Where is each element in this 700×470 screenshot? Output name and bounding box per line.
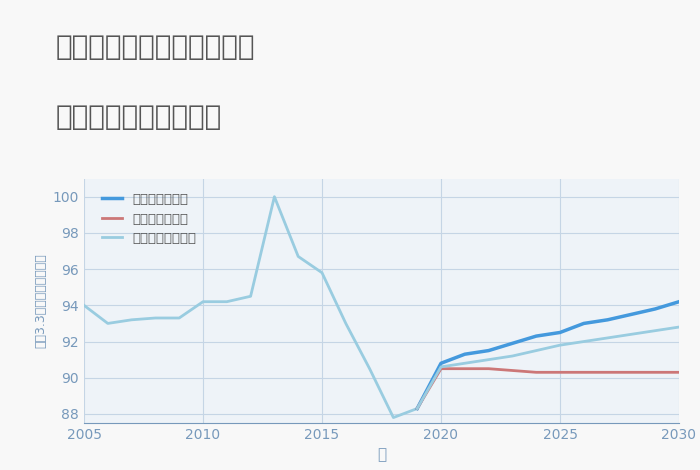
ノーマルシナリオ [532, 348, 540, 353]
バッドシナリオ [627, 369, 636, 375]
Legend: グッドシナリオ, バッドシナリオ, ノーマルシナリオ: グッドシナリオ, バッドシナリオ, ノーマルシナリオ [97, 188, 202, 251]
ノーマルシナリオ [437, 364, 445, 370]
ノーマルシナリオ [413, 406, 421, 411]
Line: バッドシナリオ: バッドシナリオ [417, 368, 679, 408]
バッドシナリオ [556, 369, 564, 375]
ノーマルシナリオ [651, 328, 659, 334]
ノーマルシナリオ [580, 339, 588, 345]
バッドシナリオ [580, 369, 588, 375]
Text: 中古戸建ての価格推移: 中古戸建ての価格推移 [56, 103, 223, 132]
バッドシナリオ [461, 366, 469, 371]
バッドシナリオ [603, 369, 612, 375]
Line: ノーマルシナリオ: ノーマルシナリオ [417, 327, 679, 408]
バッドシナリオ [508, 368, 517, 373]
グッドシナリオ [627, 312, 636, 317]
グッドシナリオ [532, 333, 540, 339]
バッドシナリオ [437, 366, 445, 371]
バッドシナリオ [651, 369, 659, 375]
バッドシナリオ [532, 369, 540, 375]
ノーマルシナリオ [627, 331, 636, 337]
Y-axis label: 坪（3.3㎡）単価（万円）: 坪（3.3㎡）単価（万円） [34, 253, 47, 348]
ノーマルシナリオ [603, 335, 612, 341]
グッドシナリオ [580, 321, 588, 326]
ノーマルシナリオ [675, 324, 683, 330]
Line: グッドシナリオ: グッドシナリオ [417, 302, 679, 408]
グッドシナリオ [651, 306, 659, 312]
ノーマルシナリオ [556, 342, 564, 348]
グッドシナリオ [508, 341, 517, 346]
ノーマルシナリオ [508, 353, 517, 359]
グッドシナリオ [675, 299, 683, 305]
グッドシナリオ [484, 348, 493, 353]
バッドシナリオ [675, 369, 683, 375]
バッドシナリオ [484, 366, 493, 371]
グッドシナリオ [603, 317, 612, 322]
グッドシナリオ [556, 329, 564, 335]
バッドシナリオ [413, 406, 421, 411]
グッドシナリオ [461, 352, 469, 357]
グッドシナリオ [413, 406, 421, 411]
X-axis label: 年: 年 [377, 447, 386, 462]
ノーマルシナリオ [484, 357, 493, 362]
ノーマルシナリオ [461, 360, 469, 366]
Text: 千葉県成田市はなのき台の: 千葉県成田市はなのき台の [56, 33, 255, 61]
グッドシナリオ [437, 360, 445, 366]
